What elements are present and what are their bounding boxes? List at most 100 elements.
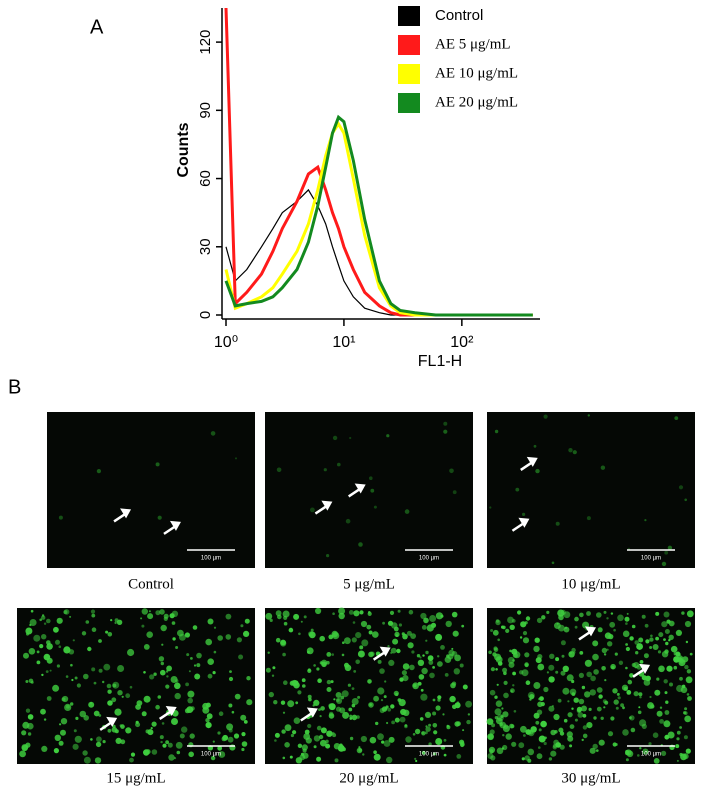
cell	[326, 652, 332, 657]
cell	[171, 610, 179, 617]
cell	[386, 721, 389, 725]
micrograph: 100 µm	[487, 412, 695, 568]
cell	[213, 626, 217, 629]
cell	[424, 731, 428, 735]
cell	[158, 656, 165, 662]
cell	[21, 730, 27, 736]
cell	[369, 476, 373, 481]
cell	[27, 722, 34, 730]
cell	[110, 619, 113, 622]
cell	[19, 750, 26, 758]
cell	[610, 663, 616, 670]
cell	[265, 612, 273, 620]
cell	[207, 658, 214, 665]
panel-label: B	[8, 376, 21, 398]
cell	[684, 715, 692, 723]
cell	[533, 645, 540, 653]
cell	[655, 611, 660, 616]
cell	[593, 669, 599, 675]
cell	[505, 733, 512, 740]
cell	[641, 675, 647, 681]
cell	[529, 698, 532, 701]
cell	[396, 648, 401, 654]
cell	[212, 740, 215, 743]
cell	[534, 637, 540, 643]
arrow-head	[165, 705, 177, 716]
cell	[348, 707, 353, 712]
micrograph: 100 µm	[17, 608, 255, 764]
cell	[592, 653, 599, 661]
cell	[194, 673, 201, 680]
cell	[377, 687, 385, 695]
cell	[362, 753, 365, 756]
cell	[497, 638, 501, 642]
arrow-head	[354, 483, 366, 494]
cell	[117, 690, 123, 696]
cell	[600, 716, 604, 720]
cell	[569, 688, 577, 696]
cell	[617, 696, 621, 700]
cell	[571, 679, 575, 684]
cell	[402, 675, 409, 682]
cell	[160, 669, 166, 676]
cell	[167, 742, 173, 748]
cell	[649, 637, 654, 642]
cell	[604, 632, 612, 639]
cell	[664, 734, 670, 740]
cell	[196, 652, 202, 659]
cell	[150, 727, 153, 730]
cell	[641, 614, 646, 619]
cell	[39, 618, 42, 622]
cell	[613, 628, 616, 632]
cell	[160, 624, 167, 632]
cell	[275, 610, 282, 617]
cell	[282, 756, 286, 760]
cell	[510, 724, 515, 729]
cell	[313, 699, 320, 707]
cell	[187, 690, 195, 698]
cell	[274, 732, 280, 738]
cell	[681, 611, 685, 615]
cell	[451, 681, 457, 686]
cell	[145, 729, 150, 734]
cell	[549, 653, 555, 659]
cell	[400, 708, 407, 716]
cell	[597, 627, 603, 633]
cell	[308, 697, 312, 702]
cell	[659, 719, 664, 724]
cell	[159, 735, 164, 740]
cell	[631, 624, 636, 629]
cell	[196, 663, 201, 668]
cell	[275, 637, 281, 643]
cell	[241, 732, 246, 737]
cell	[217, 745, 223, 751]
cell	[620, 703, 624, 708]
cell	[107, 728, 112, 733]
cell	[226, 723, 234, 731]
cell	[656, 677, 660, 681]
cell	[637, 710, 642, 715]
cell	[302, 684, 306, 688]
cell	[676, 759, 679, 762]
cell	[586, 671, 592, 678]
cell	[344, 662, 349, 668]
micrograph-caption: 30 μg/mL	[561, 770, 620, 786]
cell	[637, 754, 640, 757]
cell	[319, 661, 323, 665]
cell	[45, 670, 49, 673]
cell	[90, 738, 93, 741]
cell	[367, 679, 372, 684]
cell	[552, 743, 558, 749]
cell	[205, 722, 212, 729]
cell	[332, 435, 338, 441]
cell	[650, 634, 653, 638]
cell	[507, 656, 515, 664]
cell	[83, 673, 89, 680]
cell	[663, 679, 668, 684]
cell	[210, 431, 216, 436]
cell	[338, 612, 345, 620]
cell	[265, 667, 271, 673]
cell	[574, 718, 578, 722]
cell	[155, 610, 161, 616]
cell	[52, 684, 60, 692]
